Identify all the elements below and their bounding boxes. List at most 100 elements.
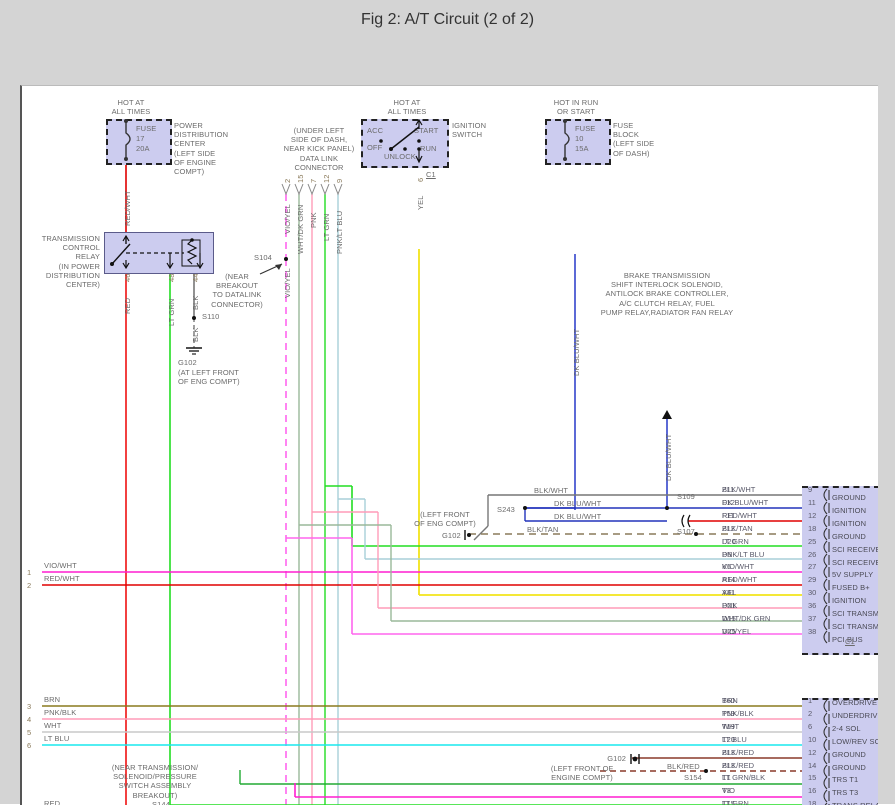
- fuseblock-caption: FUSE BLOCK (LEFT SIDE OF DASH): [613, 121, 655, 158]
- ignition-wire-yel: YEL: [416, 195, 425, 210]
- c1-terminal-7: [823, 578, 830, 592]
- datalink-pin-7: 7: [309, 178, 318, 183]
- c1-row-code-A14-7: A14: [722, 575, 736, 585]
- c1-terminal-2: [823, 514, 830, 528]
- splice-s104-dot: [284, 257, 288, 261]
- g102-low-caption: (LEFT FRONT OF ENGINE COMPT): [550, 764, 614, 783]
- c1-terminal-10: [823, 617, 830, 631]
- relay-wire-red: RED: [123, 297, 132, 314]
- datalink-wire-ltgrn: LT GRN: [322, 213, 331, 241]
- g102-low-symbol: [630, 754, 640, 764]
- c1-row-wire-8: YEL: [722, 588, 737, 598]
- c1-row-pin-26-5: 26: [808, 549, 817, 559]
- datalink-caption: (UNDER LEFT SIDE OF DASH, NEAR KICK PANE…: [283, 126, 355, 172]
- c2-row-wire-0: BRN: [722, 696, 738, 705]
- c2-row-code-T20-3: T20: [722, 734, 735, 744]
- c1-row-wire-3: BLK/TAN: [722, 523, 753, 533]
- c1-row-function-6: 5V SUPPLY: [832, 570, 874, 580]
- connector-c1-name: C1: [845, 637, 855, 646]
- c1-row-function-7: FUSED B+: [832, 583, 870, 593]
- left-wire-label-brn: BRN: [44, 695, 61, 704]
- dkbluwht-mid-label-2: DK BLU/WHT: [554, 512, 602, 521]
- c2-row-pin-18-8: 18: [808, 799, 817, 805]
- c2-row-code-T3-7: T3: [722, 786, 731, 796]
- c2-row-pin-16-7: 16: [808, 786, 817, 796]
- c1-row-code-D6-5: D6: [722, 549, 732, 559]
- blkred-low-label: BLK/RED: [667, 762, 700, 771]
- relay-schematic: [110, 234, 204, 270]
- c1-row-code-D20-4: D20: [722, 536, 736, 546]
- left-wire-number-5: 5: [27, 728, 32, 737]
- left-wire-label-red: RED: [44, 799, 61, 805]
- datalink-pin-9: 9: [335, 178, 344, 183]
- c1-row-wire-6: VIO/WHT: [722, 562, 755, 572]
- c2-row-wire-5: BLK/RED: [722, 760, 755, 770]
- c2-terminal-2: [823, 725, 830, 739]
- c2-row-wire-4: BLK/RED: [722, 747, 755, 757]
- connector-c1-body: [802, 486, 878, 655]
- c1-row-function-2: IGNITION: [832, 518, 867, 528]
- c2-row-function-3: LOW/REV SOL: [832, 736, 878, 746]
- g102-low-name: G102: [607, 754, 626, 763]
- c2-row-pin-6-2: 6: [808, 721, 813, 731]
- connector-c2-body: [802, 698, 878, 805]
- c1-row-code-D21-9: D21: [722, 601, 736, 611]
- ignition-switch-box: [361, 119, 449, 168]
- c1-row-pin-36-9: 36: [808, 601, 817, 611]
- c1-row-wire-1: DK BLU/WHT: [722, 497, 769, 507]
- c1-row-code-F11-2: F11: [722, 510, 735, 520]
- c1-row-function-3: GROUND: [832, 531, 866, 541]
- relay-pin-48: 48: [167, 273, 176, 282]
- connector-break-symbol: [681, 514, 691, 528]
- pdc-fuse-symbol: [124, 119, 131, 161]
- c1-terminal-4: [823, 540, 830, 553]
- c1-row-wire-0: BLK/WHT: [722, 485, 756, 494]
- c1-row-code-D25-11: D25: [722, 626, 736, 636]
- relay-caption: TRANSMISSION CONTROL RELAY (IN POWER DIS…: [41, 234, 100, 290]
- c1-row-wire-4: LT GRN: [722, 536, 749, 546]
- ignition-connector-c1: C1: [426, 170, 436, 179]
- c1-row-function-5: SCI RECEIVE: [832, 557, 878, 567]
- c1-row-pin-30-8: 30: [808, 588, 817, 598]
- c1-terminal-1: [823, 501, 830, 515]
- datalink-wire-pnkltblu: PNK/LT BLU: [335, 210, 344, 254]
- c1-row-function-8: IGNITION: [832, 596, 867, 606]
- fuseblock-fuse-number: 10: [575, 134, 584, 143]
- c1-terminal-5: [823, 553, 830, 566]
- fuse-block-box: [545, 119, 611, 165]
- ignition-switch-symbol: [379, 118, 423, 164]
- brake-transmission-note: BRAKE TRANSMISSION SHIFT INTERLOCK SOLEN…: [600, 271, 734, 317]
- c2-terminal-7: [823, 789, 830, 803]
- fuseblock-fuse-amp: 15A: [575, 144, 589, 153]
- c1-row-code-D15-10: D15: [722, 614, 736, 623]
- splice-s154-label: S154: [684, 773, 702, 782]
- splice-s107-dot: [694, 532, 698, 536]
- c2-row-pin-15-6: 15: [808, 773, 817, 783]
- left-wire-label-wht: WHT: [44, 721, 62, 730]
- c1-row-wire-5: PNK/LT BLU: [722, 549, 765, 559]
- c1-row-pin-25-4: 25: [808, 536, 817, 546]
- c2-row-pin-1-0: 1: [808, 696, 813, 705]
- c2-row-code-Z13-4: Z13: [722, 747, 735, 757]
- c1-row-code-F12-1: F12: [722, 497, 735, 507]
- splice-s144-label: S144: [152, 800, 170, 805]
- c2-row-function-6: TRS T1: [832, 775, 859, 785]
- ground-g102-caption: (AT LEFT FRONT OF ENG COMPT): [178, 368, 240, 387]
- c2-terminal-5: [823, 764, 830, 777]
- pdc-fuse-name: FUSE: [136, 124, 157, 133]
- relay-pin-46: 46: [123, 273, 132, 282]
- c1-row-pin-9-0: 9: [808, 485, 813, 494]
- brake-note-arrow: [662, 410, 672, 419]
- ignition-pos-acc: ACC: [367, 126, 384, 135]
- c2-row-code-T15-8: T15: [722, 799, 735, 805]
- c1-terminal-11: [823, 630, 830, 644]
- c2-row-pin-10-3: 10: [808, 734, 817, 744]
- splice-s243-label: S243: [497, 505, 515, 514]
- c1-row-wire-10: WHT/DK GRN: [722, 614, 771, 623]
- c1-terminal-6: [823, 566, 830, 579]
- left-wire-number-4: 4: [27, 715, 32, 724]
- left-wire-label-pnk-blk: PNK/BLK: [44, 708, 77, 717]
- ground-wire-blk: BLK: [191, 327, 200, 342]
- datalink-wire-vioyel: VIO/YEL: [283, 204, 292, 234]
